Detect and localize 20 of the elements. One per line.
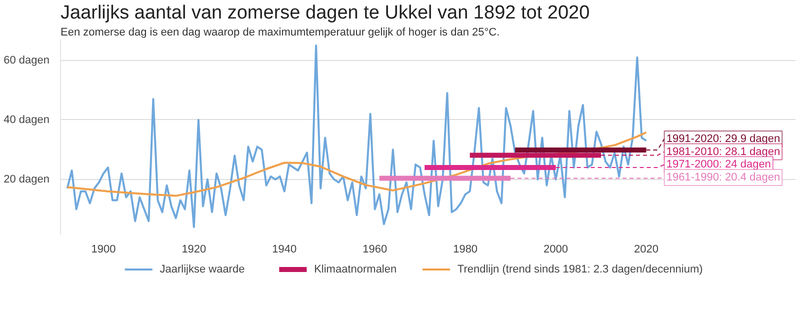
annotation: 1981-2010: 28.1 dagen: [666, 146, 780, 158]
annotation: 1991-2020: 29.9 dagen: [666, 132, 780, 145]
line-series: [66, 44, 648, 228]
y-tick-label: 60 dagen: [4, 54, 50, 66]
y-tick-label: 40 dagen: [4, 114, 50, 126]
chart-subtitle: Een zomerse dag is een dag waarop de maximumtemperatuur gelijk of hoger is dan 25°C.: [60, 26, 500, 38]
annotation: 1971-2000: 24 dagen: [666, 158, 771, 171]
y-tick-label: 20 dagen: [4, 173, 50, 186]
legend-label: Jaarlijkse waarde: [160, 264, 245, 276]
chart-title: Jaarlijks aantal van zomerse dagen te Ukkel van 1892 tot 2020: [60, 2, 590, 24]
x-tick-label: 2020: [634, 244, 658, 256]
x-tick-label: 1980: [453, 244, 478, 256]
x-tick-label: 2000: [544, 244, 568, 256]
x-tick-label: 1900: [91, 244, 116, 256]
x-tick-label: 1920: [182, 244, 206, 256]
legend-label: Trendlijn (trend sinds 1981: 2.3 dagen/decennium): [457, 264, 703, 276]
legend-label: Klimaatnormalen: [314, 264, 397, 276]
x-tick-label: 1940: [272, 244, 297, 256]
x-tick-label: 1960: [362, 244, 388, 256]
annotation: 1961-1990: 20.4 dagen: [666, 172, 780, 184]
